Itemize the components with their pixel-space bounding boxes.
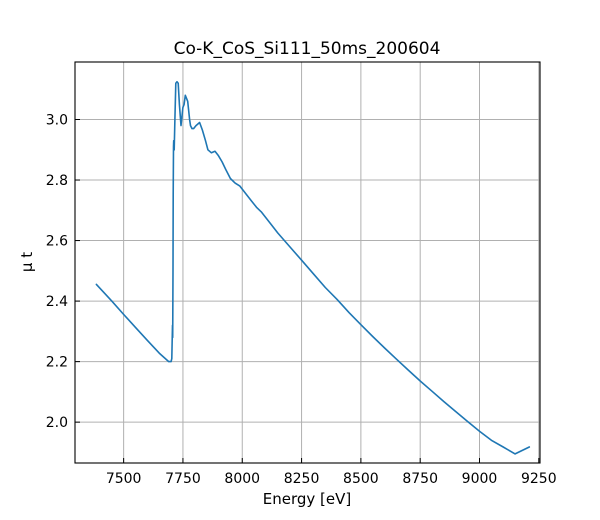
x-tick-label: 8500	[343, 471, 379, 487]
x-tick-labels: 7500 7750 8000 8250 8500 8750 9000 9250	[106, 471, 557, 487]
y-tick-label: 3.0	[46, 113, 68, 129]
y-tick-label: 2.8	[46, 173, 68, 189]
y-tick-labels: 2.0 2.2 2.4 2.6 2.8 3.0	[46, 113, 68, 432]
plot-area	[95, 80, 531, 455]
x-tick-label: 7750	[165, 471, 201, 487]
x-tick-label: 9250	[521, 471, 557, 487]
y-axis-label: μ t	[18, 252, 36, 272]
y-tick-label: 2.6	[46, 234, 68, 250]
y-tick-label: 2.4	[46, 294, 68, 310]
chart-title: Co-K_CoS_Si111_50ms_200604	[174, 39, 441, 59]
x-tick-label: 8000	[224, 471, 260, 487]
x-tick-label: 8250	[284, 471, 320, 487]
x-axis-label: Energy [eV]	[263, 490, 351, 508]
series-line	[95, 80, 531, 455]
x-tick-label: 7500	[106, 471, 142, 487]
grid	[75, 62, 540, 463]
x-tick-label: 9000	[462, 471, 498, 487]
y-tick-label: 2.2	[46, 355, 68, 371]
ticks	[75, 119, 540, 463]
axes-frame	[74, 61, 541, 464]
y-tick-label: 2.0	[46, 415, 68, 431]
x-tick-label: 8750	[402, 471, 438, 487]
